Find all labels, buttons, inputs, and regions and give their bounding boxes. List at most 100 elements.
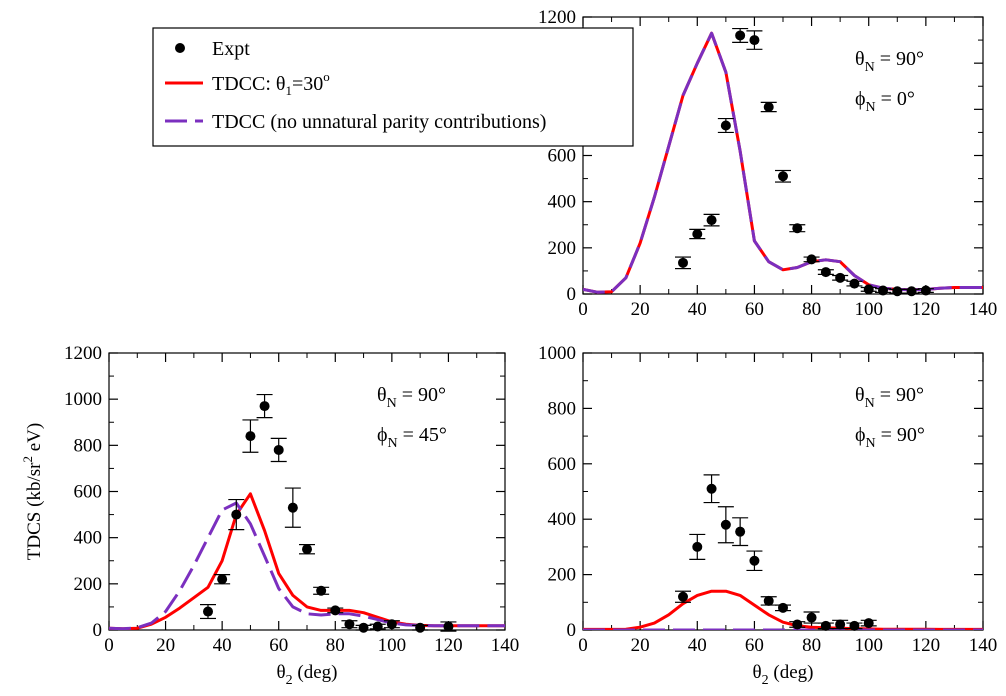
- y-axis-label: TDCS (kb/sr2 eV): [20, 423, 45, 560]
- legend-label-no-unnatural: TDCC (no unnatural parity contributions): [212, 111, 546, 133]
- y-tick-label: 400: [74, 528, 103, 549]
- expt-point: [302, 544, 312, 555]
- x-tick-label: 20: [156, 635, 175, 656]
- series-line-no-unnatural: [583, 31, 983, 294]
- expt-point: [735, 30, 746, 41]
- expt-point: [849, 620, 860, 631]
- x-tick-label: 140: [969, 635, 998, 656]
- expt-point: [692, 228, 703, 239]
- x-tick-label: 20: [631, 299, 650, 320]
- x-tick-label: 40: [213, 635, 232, 656]
- expt-point: [330, 605, 341, 616]
- y-tick-label: 1200: [64, 343, 102, 364]
- x-tick-label: 100: [854, 635, 883, 656]
- expt-point: [863, 284, 874, 295]
- legend-label-tdcc: TDCC: θ1=30o: [212, 69, 330, 98]
- expt-point: [706, 483, 717, 494]
- x-tick-label: 100: [854, 299, 883, 320]
- y-tick-label: 1200: [538, 7, 576, 28]
- legend-label-expt: Expt: [212, 38, 250, 60]
- expt-point: [706, 215, 717, 226]
- x-tick-label: 140: [491, 635, 520, 656]
- x-tick-label: 140: [969, 299, 998, 320]
- x-tick-label: 120: [912, 299, 941, 320]
- expt-point: [806, 612, 817, 623]
- annotation-phi: ϕN = 0°: [855, 88, 915, 115]
- expt-point: [372, 621, 383, 632]
- x-tick-label: 0: [578, 299, 588, 320]
- y-tick-label: 800: [74, 435, 103, 456]
- panel-bottom-right: 0 20 40 60 80 100 120 140 0 200 400 600 800 1000 θN = …: [538, 343, 997, 688]
- expt-point: [273, 444, 284, 455]
- y-tick-label: 200: [74, 574, 103, 595]
- y-tick-label: 0: [567, 284, 577, 305]
- panel-bottom-left: 0 20 40 60 80 100 120 140 0 200 400 600 800 1000 1200 θ…: [20, 343, 519, 688]
- expt-point: [792, 619, 803, 630]
- expt-point: [763, 102, 774, 113]
- legend-label-tdcc-sub: 1: [285, 83, 292, 98]
- expt-point: [778, 171, 788, 182]
- expt-point: [344, 619, 355, 630]
- expt-point: [763, 595, 774, 606]
- y-tick-label: 600: [74, 482, 103, 503]
- expt-point: [720, 120, 731, 131]
- expt-point: [749, 35, 760, 46]
- x-tick-label: 60: [745, 635, 764, 656]
- x-tick-label: 120: [912, 635, 941, 656]
- annotation-theta: θN = 90°: [377, 384, 446, 411]
- x-tick-label: 100: [378, 635, 407, 656]
- expt-point: [820, 620, 831, 631]
- x-tick-label: 60: [269, 635, 288, 656]
- expt-point: [678, 257, 688, 268]
- y-tick-label: 1000: [64, 389, 102, 410]
- y-tick-label: 0: [567, 620, 577, 641]
- annotation-phi: ϕN = 45°: [377, 424, 447, 451]
- x-tick-label: 60: [745, 299, 764, 320]
- y-tick-label: 200: [548, 565, 577, 586]
- x-tick-label: 40: [688, 299, 707, 320]
- x-tick-label: 80: [326, 635, 345, 656]
- expt-point: [863, 618, 874, 629]
- legend-box: [152, 27, 634, 147]
- expt-point: [849, 278, 860, 289]
- y-tick-label: 400: [548, 192, 577, 213]
- annotation-theta: θN = 90°: [855, 384, 924, 411]
- expt-point: [735, 526, 746, 537]
- x-tick-label: 80: [802, 635, 821, 656]
- expt-point: [358, 622, 369, 633]
- expt-point: [792, 223, 803, 234]
- expt-point: [749, 555, 760, 566]
- legend-label-tdcc-main: TDCC: θ: [212, 73, 285, 95]
- x-tick-label: 120: [434, 635, 463, 656]
- expt-point: [316, 585, 327, 596]
- expt-point: [906, 286, 917, 297]
- expt-point: [892, 286, 903, 297]
- expt-point: [443, 621, 454, 632]
- x-tick-label: 20: [631, 635, 650, 656]
- expt-point: [806, 254, 817, 265]
- expt-point: [386, 619, 397, 630]
- y-tick-label: 200: [548, 238, 577, 259]
- expt-point: [692, 541, 703, 552]
- expt-point: [415, 622, 426, 633]
- expt-point: [920, 285, 931, 296]
- expt-point: [678, 591, 688, 602]
- legend: Expt TDCC: θ1=30o TDCC (no unnatural par…: [152, 27, 634, 147]
- series-line-no-unnatural: [109, 501, 505, 630]
- expt-point: [287, 502, 298, 513]
- x-axis-label: θ2 (deg): [277, 662, 338, 688]
- expt-point: [245, 431, 256, 442]
- expt-point: [820, 267, 831, 278]
- expt-point: [878, 285, 888, 296]
- expt-point: [720, 519, 731, 530]
- expt-point: [217, 574, 228, 585]
- y-tick-label: 0: [93, 620, 103, 641]
- x-tick-label: 40: [688, 635, 707, 656]
- y-tick-label: 800: [548, 398, 577, 419]
- expt-point: [778, 602, 788, 613]
- x-axis-label: θ2 (deg): [753, 662, 814, 688]
- legend-marker-expt: [175, 43, 185, 53]
- x-tick-label: 0: [104, 635, 114, 656]
- y-tick-label: 400: [548, 509, 577, 530]
